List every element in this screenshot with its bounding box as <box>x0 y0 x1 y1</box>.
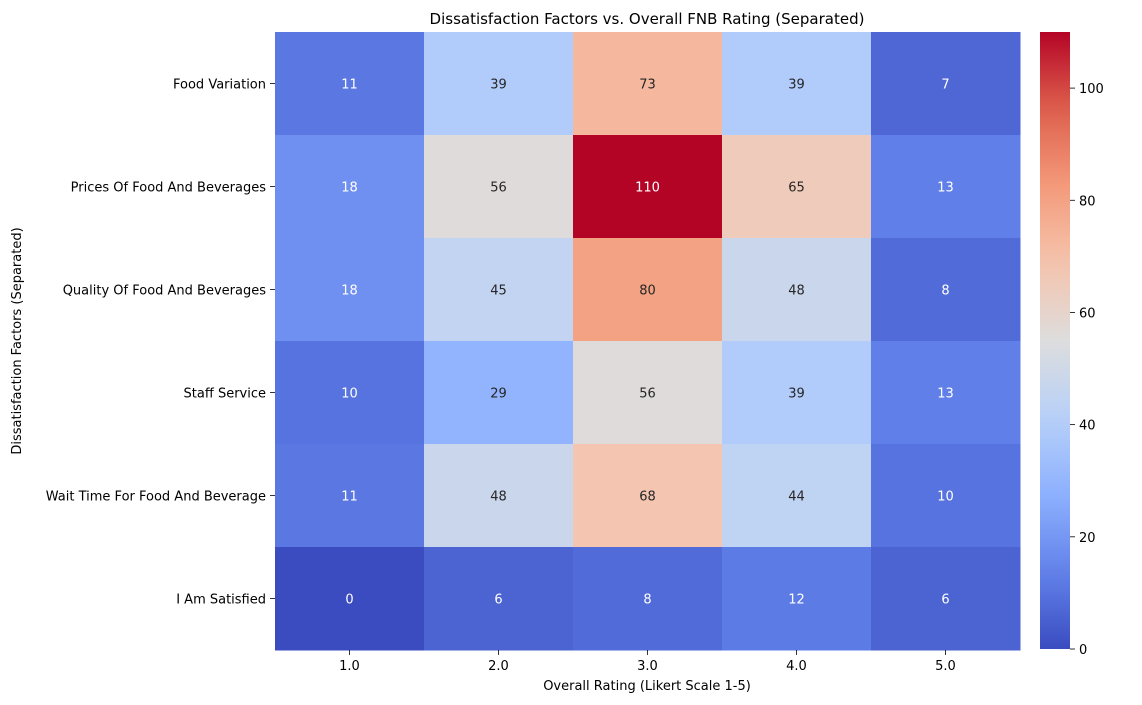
heatmap-cell <box>275 341 425 445</box>
x-tick-label: 5.0 <box>935 659 956 674</box>
cell-value-label: 18 <box>341 284 358 299</box>
heatmap-cell <box>275 32 425 136</box>
heatmap-cell <box>871 135 1021 239</box>
colorbar <box>1040 32 1070 649</box>
cell-value-label: 29 <box>490 387 507 402</box>
cell-value-label: 48 <box>490 490 507 505</box>
y-tick-label: Food Variation <box>173 78 266 93</box>
cell-value-label: 8 <box>643 593 651 608</box>
heatmap-cell <box>722 341 872 445</box>
cell-value-label: 11 <box>341 78 358 93</box>
heatmap-cell <box>424 32 574 136</box>
cell-value-label: 6 <box>494 593 502 608</box>
heatmap-cell <box>424 444 574 548</box>
heatmap-cell <box>722 32 872 136</box>
cell-value-label: 13 <box>937 387 954 402</box>
heatmap-cell <box>871 341 1021 445</box>
heatmap-cell <box>871 444 1021 548</box>
heatmap-cell <box>424 547 574 651</box>
heatmap-cell <box>424 135 574 239</box>
cell-value-label: 39 <box>490 78 507 93</box>
colorbar-tick-label: 80 <box>1079 194 1096 209</box>
cell-value-label: 11 <box>341 490 358 505</box>
cell-value-label: 110 <box>635 181 660 196</box>
heatmap-cell <box>722 444 872 548</box>
heatmap-cell <box>871 547 1021 651</box>
heatmap-cell <box>275 238 425 342</box>
y-axis-label: Dissatisfaction Factors (Separated) <box>10 227 25 454</box>
cell-value-label: 12 <box>788 593 805 608</box>
heatmap-cell <box>573 135 723 239</box>
cell-value-label: 10 <box>341 387 358 402</box>
chart-title: Dissatisfaction Factors vs. Overall FNB … <box>430 10 865 28</box>
cell-value-label: 56 <box>490 181 507 196</box>
x-tick-label: 3.0 <box>637 659 658 674</box>
heatmap-cell <box>573 444 723 548</box>
cell-value-label: 39 <box>788 78 805 93</box>
colorbar-tick-label: 20 <box>1079 531 1096 546</box>
heatmap-cell <box>871 32 1021 136</box>
colorbar-tick-label: 60 <box>1079 306 1096 321</box>
x-tick-label: 1.0 <box>339 659 360 674</box>
x-axis-label: Overall Rating (Likert Scale 1-5) <box>543 679 751 694</box>
cell-value-label: 8 <box>941 284 949 299</box>
heatmap-cell <box>275 547 425 651</box>
heatmap-cell <box>871 238 1021 342</box>
cell-value-label: 7 <box>941 78 949 93</box>
cell-value-label: 48 <box>788 284 805 299</box>
heatmap-cell <box>424 238 574 342</box>
x-axis-ticks: 1.0 2.0 3.0 4.0 5.0 <box>339 650 956 674</box>
heatmap-cell <box>275 135 425 239</box>
heatmap-cell <box>722 135 872 239</box>
heatmap-cell <box>722 238 872 342</box>
cell-value-label: 56 <box>639 387 656 402</box>
heatmap-cell <box>573 547 723 651</box>
colorbar-ticks: 0 20 40 60 80 100 <box>1070 82 1104 658</box>
heatmap-cells <box>275 32 1021 651</box>
y-tick-label: I Am Satisfied <box>176 593 266 608</box>
cell-value-label: 0 <box>345 593 353 608</box>
cell-value-label: 45 <box>490 284 507 299</box>
cell-value-label: 44 <box>788 490 805 505</box>
cell-value-label: 73 <box>639 78 656 93</box>
x-tick-label: 4.0 <box>786 659 807 674</box>
cell-value-label: 80 <box>639 284 656 299</box>
cell-value-label: 13 <box>937 181 954 196</box>
y-axis-ticks: Food Variation Prices Of Food And Beverag… <box>46 78 275 608</box>
heatmap-cell <box>722 547 872 651</box>
heatmap-cell <box>573 32 723 136</box>
colorbar-tick-label: 0 <box>1079 643 1087 658</box>
colorbar-tick-label: 100 <box>1079 82 1104 97</box>
cell-value-label: 39 <box>788 387 805 402</box>
x-tick-label: 2.0 <box>488 659 509 674</box>
y-tick-label: Staff Service <box>184 387 266 402</box>
cell-value-label: 65 <box>788 181 805 196</box>
heatmap-cell <box>424 341 574 445</box>
colorbar-tick-label: 40 <box>1079 419 1096 434</box>
cell-value-label: 18 <box>341 181 358 196</box>
cell-value-label: 6 <box>941 593 949 608</box>
y-tick-label: Prices Of Food And Beverages <box>71 181 267 196</box>
heatmap-cell <box>573 341 723 445</box>
cell-value-label: 10 <box>937 490 954 505</box>
heatmap-cell <box>573 238 723 342</box>
cell-value-label: 68 <box>639 490 656 505</box>
y-tick-label: Wait Time For Food And Beverage <box>46 490 266 505</box>
y-tick-label: Quality Of Food And Beverages <box>63 284 267 299</box>
heatmap-cell <box>275 444 425 548</box>
